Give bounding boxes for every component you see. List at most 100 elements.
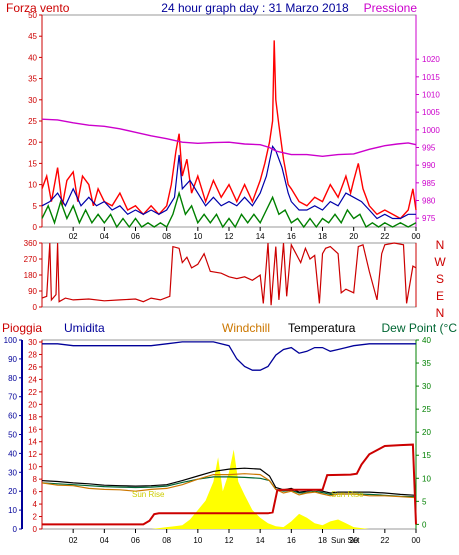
x-tick-label: 16 — [287, 536, 296, 545]
direction-panel-frame — [41, 242, 417, 308]
x-tick-label: 22 — [380, 536, 389, 545]
x-tick-label: 10 — [193, 232, 202, 241]
direction-y-tick-label: 90 — [28, 287, 37, 296]
rain-y-tick-label: 0 — [33, 525, 38, 534]
wind-direction-series — [41, 242, 417, 306]
pressure-y-tick-label: 1000 — [422, 126, 440, 135]
direction-y-tick-label: 270 — [24, 255, 38, 264]
rain-y-tick-label: 26 — [28, 363, 37, 372]
rain-y-tick-label: 8 — [33, 475, 38, 484]
wind-average-series — [41, 144, 416, 220]
x-tick-label: 04 — [100, 536, 109, 545]
temperature-y-tick-label: 15 — [422, 451, 431, 460]
x-tick-label: 04 — [100, 232, 109, 241]
rain-y-tick-label: 2 — [33, 513, 38, 522]
compass-east-label: E — [436, 289, 444, 303]
rain-y-tick-label: 10 — [28, 463, 37, 472]
x-tick-label: 10 — [193, 536, 202, 545]
wind-y-tick-label: 20 — [28, 138, 37, 147]
humidity-y-tick-label: 60 — [8, 412, 17, 421]
x-tick-label: 16 — [287, 232, 296, 241]
compass-south-label: S — [436, 272, 444, 286]
humidity-y-tick-label: 80 — [8, 374, 17, 383]
wind-y-tick-label: 15 — [28, 159, 37, 168]
x-tick-label: 20 — [349, 232, 358, 241]
temperature-y-tick-label: 30 — [422, 382, 431, 391]
rain-series — [42, 443, 417, 526]
wind-y-tick-label: 5 — [33, 202, 38, 211]
rain-y-tick-label: 30 — [28, 338, 37, 347]
humidity-y-tick-label: 40 — [8, 449, 17, 458]
direction-y-tick-label: 360 — [24, 239, 38, 248]
temperature-y-tick-label: 0 — [422, 520, 427, 529]
humidity-y-tick-label: 50 — [8, 431, 17, 440]
compass-north-label: N — [436, 238, 445, 252]
pressure-y-tick-label: 1020 — [422, 55, 440, 64]
humidity-series — [42, 341, 416, 371]
wind-y-tick-label: 35 — [28, 75, 37, 84]
pressure-y-tick-label: 1015 — [422, 73, 440, 82]
wind-y-tick-label: 25 — [28, 117, 37, 126]
x-tick-label: 22 — [380, 232, 389, 241]
wind-axis-title: Forza vento — [6, 1, 70, 15]
x-tick-label: 08 — [162, 232, 171, 241]
chart-title: 24 hour graph day : 31 Marzo 2018 — [161, 1, 349, 15]
temperature-series — [41, 467, 417, 496]
temperature-y-tick-label: 10 — [422, 474, 431, 483]
rain-y-tick-label: 6 — [33, 488, 38, 497]
wind-panel-frame — [41, 14, 417, 228]
x-tick-label: 08 — [162, 536, 171, 545]
humidity-y-tick-label: 70 — [8, 393, 17, 402]
pressure-y-tick-label: 1005 — [422, 108, 440, 117]
windchill-legend: Windchill — [222, 321, 270, 335]
wind-y-tick-label: 30 — [28, 96, 37, 105]
dewpoint-legend: Dew Point (°C — [382, 321, 458, 335]
pressure-y-tick-label: 980 — [422, 197, 436, 206]
rain-y-tick-label: 24 — [28, 375, 37, 384]
humidity-y-tick-label: 100 — [4, 336, 18, 345]
rain-y-tick-label: 16 — [28, 425, 37, 434]
wind-gust-series — [41, 190, 417, 229]
wind-y-tick-label: 0 — [33, 223, 38, 232]
humidity-axis-title: Umidita — [64, 321, 105, 335]
rain-y-tick-label: 20 — [28, 400, 37, 409]
compass-west-label: W — [434, 255, 446, 269]
pressure-series — [41, 118, 417, 158]
sun-radiation-area — [151, 449, 370, 529]
humidity-y-tick-label: 20 — [8, 487, 17, 496]
direction-y-tick-label: 0 — [33, 303, 38, 312]
wind-y-tick-label: 50 — [28, 11, 37, 20]
pressure-axis-title: Pressione — [364, 1, 418, 15]
x-tick-label: 06 — [131, 536, 140, 545]
wind-speed-series — [41, 40, 417, 220]
pressure-y-tick-label: 990 — [422, 161, 436, 170]
rain-y-tick-label: 28 — [28, 350, 37, 359]
x-tick-label: 06 — [131, 232, 140, 241]
pressure-y-tick-label: 975 — [422, 214, 436, 223]
humidity-y-tick-label: 90 — [8, 355, 17, 364]
rain-y-tick-label: 14 — [28, 438, 37, 447]
temperature-y-tick-label: 25 — [422, 405, 431, 414]
sunset-annotation: Sun Set — [331, 536, 360, 545]
wind-y-tick-label: 40 — [28, 53, 37, 62]
x-tick-label: 02 — [69, 536, 78, 545]
pressure-y-tick-label: 985 — [422, 179, 436, 188]
x-tick-label: 18 — [318, 536, 327, 545]
rain-y-tick-label: 18 — [28, 413, 37, 422]
wind-y-tick-label: 10 — [28, 181, 37, 190]
humidity-y-tick-label: 10 — [8, 506, 17, 515]
x-tick-label: 00 — [412, 536, 421, 545]
pressure-y-tick-label: 1010 — [422, 91, 440, 100]
x-tick-label: 20 — [349, 536, 358, 545]
humidity-y-tick-label: 0 — [13, 525, 18, 534]
rain-y-tick-label: 4 — [33, 500, 38, 509]
pressure-y-tick-label: 995 — [422, 144, 436, 153]
x-tick-label: 14 — [256, 232, 265, 241]
temperature-y-tick-label: 5 — [422, 497, 427, 506]
sunrise-annotation: Sun Rise — [132, 490, 165, 499]
x-tick-label: 02 — [69, 232, 78, 241]
rain-axis-title: Pioggia — [2, 321, 42, 335]
rain-y-tick-label: 22 — [28, 388, 37, 397]
humidity-y-tick-label: 30 — [8, 468, 17, 477]
